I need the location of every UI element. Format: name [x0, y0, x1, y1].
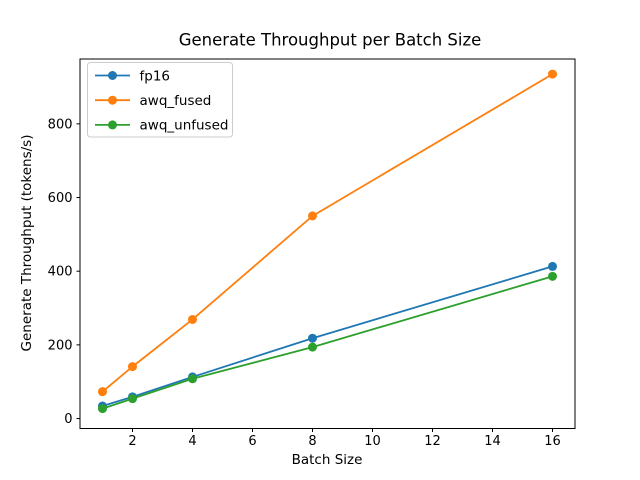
- series-marker-awq_fused: [128, 362, 137, 372]
- series-marker-awq_unfused: [98, 404, 107, 414]
- y-tick-label: 0: [64, 412, 72, 427]
- x-tick-label: 10: [364, 434, 381, 449]
- y-tick-label: 600: [48, 191, 73, 206]
- legend-box: [87, 62, 233, 138]
- x-tick-label: 16: [544, 434, 561, 449]
- series-marker-fp16: [308, 333, 317, 343]
- x-axis-label: Batch Size: [291, 452, 363, 468]
- x-tick-label: 6: [248, 434, 256, 449]
- legend-label-awq_unfused: awq_unfused: [140, 118, 229, 134]
- legend-marker-fp16: [108, 71, 117, 80]
- series-marker-awq_unfused: [188, 374, 197, 384]
- y-tick-label: 200: [48, 338, 73, 353]
- series-marker-awq_fused: [548, 69, 557, 79]
- y-tick-label: 400: [48, 265, 73, 280]
- legend-label-awq_fused: awq_fused: [140, 93, 212, 109]
- series-line-awq_unfused: [102, 275, 553, 410]
- series-marker-awq_unfused: [128, 394, 137, 404]
- y-tick-label: 800: [48, 117, 73, 132]
- x-tick-label: 8: [308, 434, 316, 449]
- series-marker-awq_fused: [308, 211, 317, 221]
- x-tick-label: 4: [188, 434, 196, 449]
- series-marker-awq_unfused: [308, 342, 317, 352]
- series-marker-awq_fused: [188, 314, 197, 324]
- legend-marker-awq_fused: [108, 95, 117, 105]
- series-marker-awq_unfused: [548, 271, 557, 281]
- legend-marker-awq_unfused: [108, 120, 117, 130]
- x-tick-label: 12: [424, 434, 441, 449]
- series-marker-awq_fused: [98, 387, 107, 397]
- x-tick-label: 2: [128, 434, 136, 449]
- x-tick-label: 14: [484, 434, 501, 449]
- series-marker-fp16: [548, 261, 557, 271]
- chart-title: Generate Throughput per Batch Size: [178, 30, 482, 50]
- axes-frame: [79, 58, 576, 429]
- legend-label-fp16: fp16: [140, 68, 171, 84]
